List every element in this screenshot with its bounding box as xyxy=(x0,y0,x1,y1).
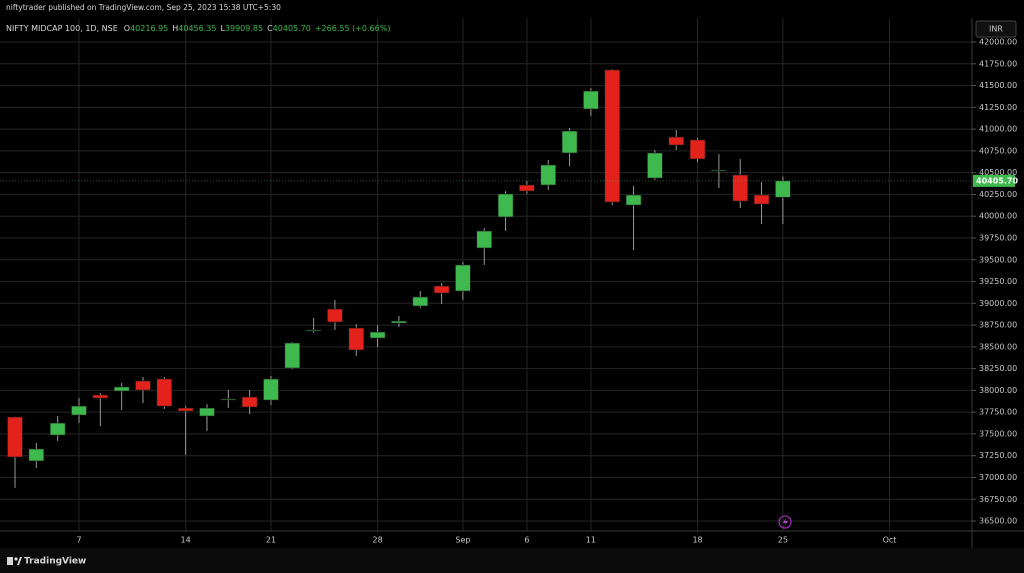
y-tick-label: 39250.00 xyxy=(979,277,1017,286)
x-tick-label: Sep xyxy=(455,536,470,545)
y-tick-label: 40500.00 xyxy=(979,168,1017,177)
currency[interactable]: INR xyxy=(989,25,1003,34)
candle-body xyxy=(220,398,237,401)
candle-body xyxy=(668,136,685,146)
footer xyxy=(0,548,1024,573)
candle-body xyxy=(689,139,706,160)
y-tick-label: 38000.00 xyxy=(979,386,1017,395)
y-tick-label: 37250.00 xyxy=(979,451,1017,460)
candle-body xyxy=(711,169,727,172)
candle-body xyxy=(604,69,621,203)
y-tick-label: 36750.00 xyxy=(979,495,1017,504)
legend-item: 40456.35 xyxy=(178,24,216,33)
legend-item: +266.55 (+0.66%) xyxy=(315,24,391,33)
candle-body xyxy=(113,386,130,392)
candle-body xyxy=(583,90,599,110)
legend-item: H xyxy=(172,24,178,33)
candle-body xyxy=(199,407,215,417)
y-tick-label: 39500.00 xyxy=(979,255,1017,264)
y-tick-label: 41000.00 xyxy=(979,125,1017,134)
y-tick-label: 40000.00 xyxy=(979,212,1017,221)
candle-body xyxy=(391,320,407,324)
y-tick-label: 37500.00 xyxy=(979,429,1017,438)
candle-body xyxy=(625,194,642,206)
x-tick-label: 14 xyxy=(181,536,191,545)
candle-body xyxy=(71,405,87,416)
x-tick-label: Oct xyxy=(883,536,897,545)
candle-body xyxy=(7,416,23,458)
y-tick-label: 37750.00 xyxy=(979,408,1017,417)
brand: TradingView xyxy=(24,557,86,567)
y-tick-label: 41750.00 xyxy=(979,59,1017,68)
legend-item: 39909.85 xyxy=(225,24,263,33)
candle-body xyxy=(647,152,663,179)
candle-body xyxy=(28,448,45,462)
candle-body xyxy=(433,285,450,294)
candle-body xyxy=(519,184,535,192)
y-tick-label: 37000.00 xyxy=(979,473,1017,482)
legend-item: NIFTY MIDCAP 100, 1D, NSE xyxy=(6,24,118,33)
candle-body xyxy=(775,180,791,198)
y-tick-label: 40750.00 xyxy=(979,146,1017,155)
y-tick-label: 41500.00 xyxy=(979,81,1017,90)
candle-body xyxy=(49,422,66,436)
y-tick-label: 38750.00 xyxy=(979,321,1017,330)
candle-body xyxy=(156,378,173,407)
x-tick-label: 18 xyxy=(692,536,702,545)
x-tick-label: 7 xyxy=(76,536,81,545)
candle-body xyxy=(305,329,322,332)
legend-item: C xyxy=(267,24,273,33)
x-tick-label: 28 xyxy=(373,536,383,545)
event-icon-bolt xyxy=(783,518,788,527)
legend-item: 40216.95 xyxy=(130,24,168,33)
candle-body xyxy=(92,394,109,399)
brand-logo xyxy=(7,557,22,565)
candle-body xyxy=(263,378,279,401)
event-icon[interactable] xyxy=(778,515,792,529)
candle-body xyxy=(135,380,151,391)
candle-body xyxy=(327,308,343,323)
candle-body xyxy=(348,327,365,351)
candle-body xyxy=(497,193,514,218)
legend: NIFTY MIDCAP 100, 1D, NSE O40216.95 H40456… xyxy=(6,24,390,33)
y-tick-label: 39000.00 xyxy=(979,299,1017,308)
y-tick-label: 36500.00 xyxy=(979,517,1017,526)
x-tick-label: 21 xyxy=(266,536,276,545)
candle-body xyxy=(753,194,770,205)
candle-body xyxy=(241,396,258,408)
candle-body xyxy=(455,264,471,292)
legend-item: 40405.70 xyxy=(273,24,311,33)
candle-body xyxy=(561,130,578,154)
y-tick-label: 38500.00 xyxy=(979,342,1017,351)
x-tick-label: 25 xyxy=(778,536,788,545)
y-tick-label: 41250.00 xyxy=(979,103,1017,112)
legend-item: O xyxy=(124,24,130,33)
candle-body xyxy=(177,407,194,412)
y-tick-label: 40250.00 xyxy=(979,190,1017,199)
last-price-label: 40405.70 xyxy=(976,176,1018,185)
x-tick-label: 6 xyxy=(524,536,529,545)
y-tick-label: 38250.00 xyxy=(979,364,1017,373)
x-tick-label: 11 xyxy=(586,536,596,545)
candle-body xyxy=(369,331,386,339)
publisher: niftytrader published on TradingView.com… xyxy=(6,3,281,12)
candle-body xyxy=(284,342,301,369)
candle-body xyxy=(540,164,557,186)
legend-item: L xyxy=(220,24,225,33)
candle-body xyxy=(476,230,493,249)
last-price-tag xyxy=(973,174,1015,187)
currency-button[interactable] xyxy=(975,20,1017,38)
candle-body xyxy=(732,174,749,202)
y-tick-label: 42000.00 xyxy=(979,38,1017,47)
grid xyxy=(0,18,972,531)
y-tick-label: 39750.00 xyxy=(979,233,1017,242)
candle-body xyxy=(412,296,429,307)
